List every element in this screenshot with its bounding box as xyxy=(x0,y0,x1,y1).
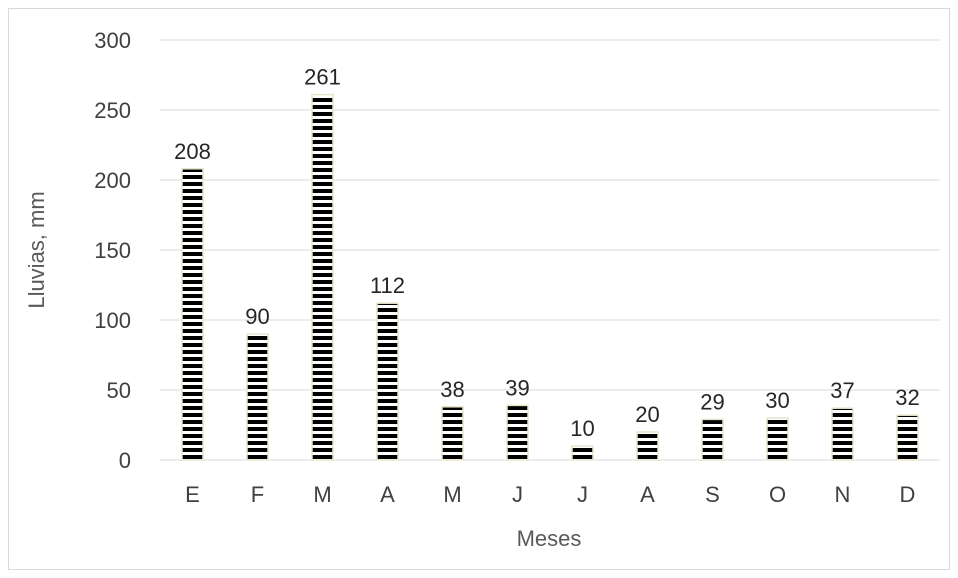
data-label: 90 xyxy=(245,304,269,329)
bar xyxy=(441,406,464,461)
bar xyxy=(506,404,529,461)
data-label: 208 xyxy=(174,139,211,164)
data-label: 32 xyxy=(895,385,919,410)
x-tick-label: N xyxy=(835,482,851,507)
x-axis-title: Meses xyxy=(517,526,582,551)
chart-frame xyxy=(8,8,950,570)
x-tick-label: D xyxy=(900,482,916,507)
y-axis-title: Lluvias, mm xyxy=(24,191,49,308)
bar xyxy=(831,407,854,461)
bar xyxy=(896,414,919,461)
data-label: 112 xyxy=(370,273,405,298)
data-label: 20 xyxy=(635,402,659,427)
y-tick-label: 200 xyxy=(94,168,131,193)
bar xyxy=(376,302,399,461)
data-labels: 208 90 261 112 38 39 10 20 29 30 37 32 xyxy=(174,65,920,441)
x-tick-label: A xyxy=(380,482,395,507)
y-tick-label: 50 xyxy=(107,378,131,403)
data-label: 261 xyxy=(304,65,341,90)
x-tick-label: O xyxy=(769,482,786,507)
y-tick-labels: 0 50 100 150 200 250 300 xyxy=(94,28,131,473)
bar xyxy=(766,417,789,461)
bars xyxy=(181,93,919,461)
bar xyxy=(181,168,204,461)
bar xyxy=(701,418,724,461)
x-tick-label: E xyxy=(185,482,200,507)
bar xyxy=(636,431,659,461)
data-label: 29 xyxy=(700,389,724,414)
y-tick-label: 0 xyxy=(119,448,131,473)
x-tick-label: J xyxy=(577,482,588,507)
y-tick-label: 250 xyxy=(94,98,131,123)
bar xyxy=(311,93,334,461)
x-tick-label: F xyxy=(251,482,264,507)
data-label: 38 xyxy=(440,377,464,402)
bar xyxy=(571,445,594,461)
y-tick-label: 100 xyxy=(94,308,131,333)
y-tick-label: 300 xyxy=(94,28,131,53)
x-tick-label: M xyxy=(443,482,461,507)
y-tick-label: 150 xyxy=(94,238,131,263)
data-label: 37 xyxy=(830,378,854,403)
x-tick-label: M xyxy=(313,482,331,507)
data-label: 10 xyxy=(570,416,594,441)
bar xyxy=(246,333,269,461)
x-tick-label: A xyxy=(640,482,655,507)
x-tick-label: S xyxy=(705,482,720,507)
x-tick-label: J xyxy=(512,482,523,507)
data-label: 39 xyxy=(505,375,529,400)
grid-lines xyxy=(160,39,940,461)
data-label: 30 xyxy=(765,388,789,413)
